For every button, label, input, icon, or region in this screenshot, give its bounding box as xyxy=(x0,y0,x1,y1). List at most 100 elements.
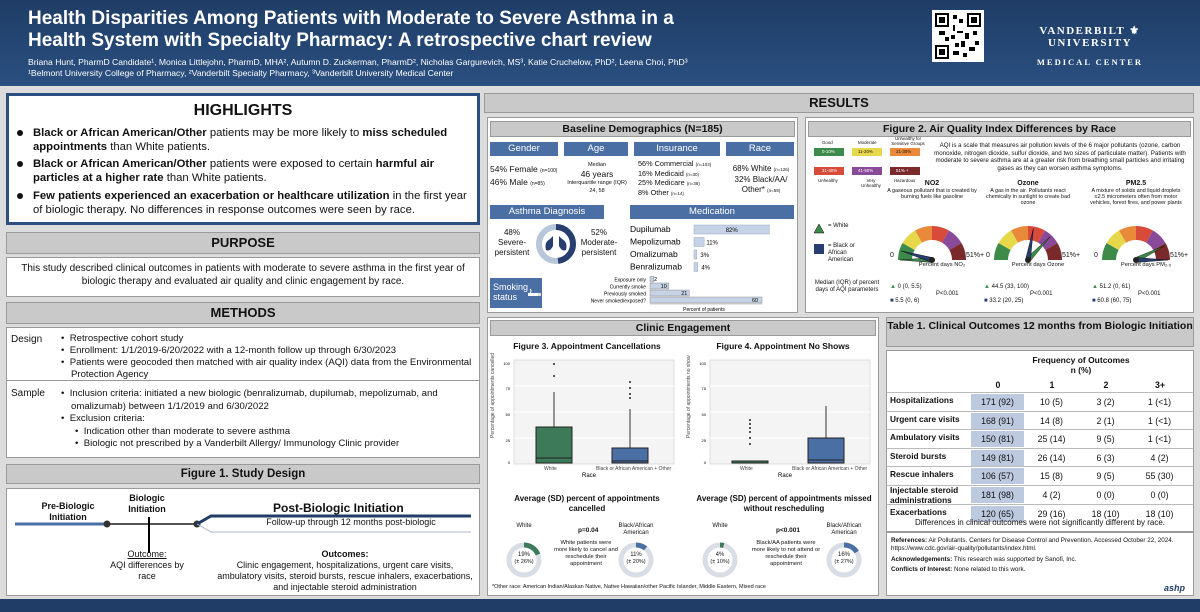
smoking-value: 2 xyxy=(654,277,657,283)
p-value: P<0.001 xyxy=(1030,291,1053,297)
table-row-divider xyxy=(887,485,1193,486)
logo-line-2: MEDICAL CENTER xyxy=(1036,57,1144,67)
avg-sd: (± 20%) xyxy=(626,559,646,565)
gauge-band xyxy=(1106,230,1126,250)
cigarette-icon xyxy=(528,288,541,296)
avg-arc xyxy=(702,542,738,578)
med-bar xyxy=(693,237,705,247)
list-item: • Inclusion criteria: initiated a new bi… xyxy=(61,388,438,412)
med-label: Omalizumab xyxy=(630,249,678,259)
list-item: • Exclusion criteria: xyxy=(61,413,145,424)
svg-text:25: 25 xyxy=(702,438,707,443)
asthma-donut xyxy=(536,224,576,264)
smoking-bar xyxy=(649,282,669,290)
study-design-panel: Pre-Biologic Initiation Biologic Initiat… xyxy=(6,488,480,596)
smoking-bar xyxy=(649,276,654,283)
gauge-band xyxy=(949,243,966,260)
smoking-axis-label: Percent of patients xyxy=(683,307,725,312)
followup-label: Follow-up through 12 months post-biologi… xyxy=(266,517,436,527)
svg-text:50: 50 xyxy=(702,412,707,417)
smoking-value: 10 xyxy=(661,284,667,290)
gauge-desc: A gaseous pollutant that is created by b… xyxy=(887,188,977,201)
figure2-title: Figure 2. Air Quality Index Differences … xyxy=(808,121,1191,137)
stat-white: ▲ 51.2 (0, 61) xyxy=(1092,284,1131,290)
gauge-band xyxy=(1146,230,1166,250)
svg-text:25: 25 xyxy=(506,438,511,443)
table1-title: Table 1. Clinical Outcomes 12 months fro… xyxy=(886,317,1194,347)
sample-list: • Inclusion criteria: initiated a new bi… xyxy=(61,388,473,451)
gauge-caption: Percent days NO₂ xyxy=(918,262,966,268)
table-cell: 0 (0) xyxy=(1133,487,1186,503)
gauge-caption: Percent days Ozone xyxy=(1011,262,1065,268)
legend-triangles xyxy=(813,223,825,254)
gauge-band xyxy=(1136,226,1153,243)
table-cell: 15 (8) xyxy=(1025,468,1078,485)
methods-panel: Design • Retrospective cohort study • En… xyxy=(6,327,480,458)
table-cell: 0 (0) xyxy=(1079,487,1132,503)
asthma-severe-arc xyxy=(536,224,576,264)
table-cell: 181 (98) xyxy=(971,487,1024,503)
smoking-label: Currently smoke xyxy=(610,285,647,291)
table-cell: 120 (65) xyxy=(971,505,1024,522)
gauge-band xyxy=(994,243,1011,260)
asthma-severe: 48% Severe-persistent xyxy=(494,228,530,257)
results-title: RESULTS xyxy=(484,93,1194,113)
table-cell: 171 (92) xyxy=(971,394,1024,410)
gauge-name: PM2.5 xyxy=(1125,180,1147,187)
gauge-band xyxy=(1045,243,1062,260)
purpose-title: PURPOSE xyxy=(6,232,480,254)
avg-value: 19% xyxy=(517,552,530,558)
avg-sd: (± 10%) xyxy=(710,559,730,565)
gauge-max: 51%+ xyxy=(1062,252,1081,259)
med-label: Mepolizumab xyxy=(630,237,681,247)
gauge-band xyxy=(942,230,962,250)
med-label: Dupilumab xyxy=(630,224,671,234)
gauge-min: 0 xyxy=(890,252,894,259)
aqi-color-legend xyxy=(814,148,920,175)
divider xyxy=(7,380,479,381)
list-item: • Biologic not prescribed by a Vanderbil… xyxy=(75,438,400,449)
fig4-x-white: White xyxy=(740,466,753,472)
fig4-ylabel: Percentage of appointments no show xyxy=(686,355,692,438)
gauge-caption: Percent days PM₂.₅ xyxy=(1120,262,1172,268)
outcome-right: Outcomes: Clinic engagement, hospitaliza… xyxy=(217,549,473,592)
med-label: Benralizumab xyxy=(630,262,682,272)
bullet-icon xyxy=(17,161,23,167)
smoking-label: Previously smoked xyxy=(604,292,646,298)
table-row-label: Steroid bursts xyxy=(890,450,947,461)
group-label: Black/African American xyxy=(826,523,862,536)
table-row-divider xyxy=(887,410,1193,412)
list-item: • Indication other than moderate to seve… xyxy=(75,425,291,437)
key-black: = Black or African American xyxy=(828,243,855,263)
table-cell: 1 (<1) xyxy=(1133,394,1186,410)
aqi-gauge xyxy=(994,226,1062,263)
table-row-divider xyxy=(887,466,1193,468)
poster-title: Health Disparities Among Patients with M… xyxy=(28,8,674,51)
note-4: Black/AA patients were more likely to no… xyxy=(751,540,821,567)
svg-text:0: 0 xyxy=(508,460,511,465)
svg-text:75: 75 xyxy=(702,386,707,391)
table-cell: 168 (91) xyxy=(971,412,1024,429)
stat-white: ▲ 0 (0, 5.5) xyxy=(890,284,922,290)
avg-donut xyxy=(702,542,738,578)
table-col-header: 2 xyxy=(1103,380,1109,390)
avg-sd: (± 26%) xyxy=(514,559,534,565)
design-list: • Retrospective cohort study • Enrollmen… xyxy=(61,333,473,381)
highlight-item: Black or African American/Other patients… xyxy=(17,157,473,185)
avg-donut xyxy=(826,542,862,578)
avg-arc xyxy=(506,542,542,578)
qr-code-icon[interactable] xyxy=(932,10,984,62)
highlights-title: HIGHLIGHTS xyxy=(193,102,293,119)
gauge-max: 51%+ xyxy=(1170,252,1189,259)
p-value: P<0.001 xyxy=(1138,291,1161,297)
avg-donut xyxy=(618,542,654,578)
insurance-pill: Insurance xyxy=(634,142,720,156)
table-row-label: Hospitalizations xyxy=(890,395,954,405)
boxplot-cancellations: 100 75 50 25 0 xyxy=(503,359,675,465)
table-cell: 26 (14) xyxy=(1025,449,1078,466)
stat-black: ■ 60.8 (60, 75) xyxy=(1092,298,1132,304)
medication-pill: Medication xyxy=(630,205,794,219)
table-cell: 18 (10) xyxy=(1079,505,1132,522)
gauge-band xyxy=(1153,243,1170,260)
group-label: White xyxy=(516,523,532,529)
